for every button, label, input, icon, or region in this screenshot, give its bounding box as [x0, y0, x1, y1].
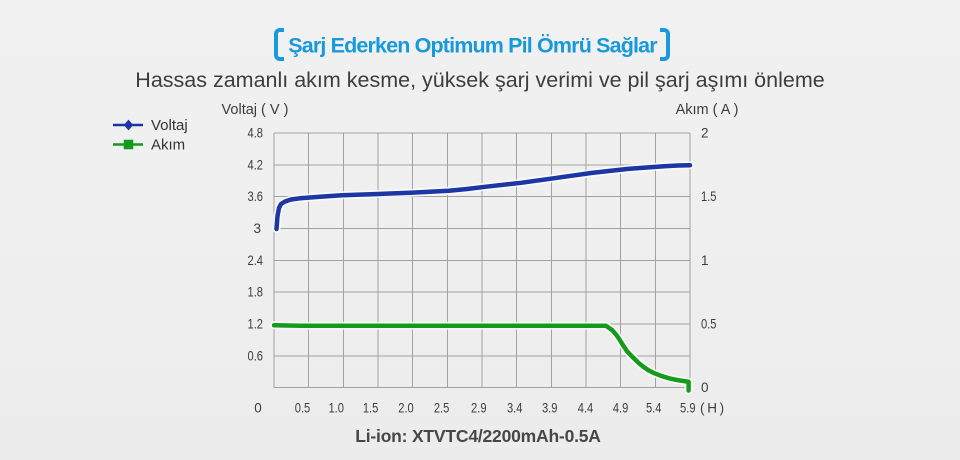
- svg-text:0.5: 0.5: [295, 401, 311, 416]
- svg-text:1.2: 1.2: [248, 317, 264, 332]
- svg-text:1.8: 1.8: [248, 285, 264, 300]
- svg-text:1.5: 1.5: [701, 189, 717, 204]
- svg-text:2: 2: [701, 126, 709, 141]
- svg-text:4.2: 4.2: [248, 157, 264, 172]
- svg-text:0: 0: [701, 380, 709, 395]
- svg-text:3.4: 3.4: [507, 401, 523, 416]
- svg-text:2.4: 2.4: [248, 253, 264, 268]
- svg-text:4.8: 4.8: [248, 126, 264, 141]
- svg-text:1.0: 1.0: [328, 401, 344, 416]
- svg-text:0: 0: [254, 401, 262, 416]
- svg-text:0.5: 0.5: [701, 317, 717, 332]
- svg-text:1: 1: [701, 253, 709, 268]
- svg-text:Voltaj ( V ): Voltaj ( V ): [222, 102, 289, 118]
- svg-text:3.9: 3.9: [542, 401, 558, 416]
- svg-text:4.4: 4.4: [578, 401, 594, 416]
- svg-text:2.9: 2.9: [471, 401, 487, 416]
- svg-text:3.6: 3.6: [248, 189, 264, 204]
- svg-text:3: 3: [253, 221, 261, 236]
- svg-text:2.5: 2.5: [434, 401, 450, 416]
- svg-text:5.4: 5.4: [646, 401, 662, 416]
- svg-text:Akım: Akım: [151, 137, 185, 154]
- svg-text:5.9: 5.9: [680, 401, 696, 416]
- svg-text:Voltaj: Voltaj: [151, 117, 188, 134]
- svg-text:2.0: 2.0: [398, 401, 414, 416]
- svg-text:4.9: 4.9: [613, 401, 629, 416]
- svg-text:1.5: 1.5: [363, 401, 379, 416]
- svg-text:Akım ( A ): Akım ( A ): [676, 102, 739, 118]
- svg-text:0.6: 0.6: [248, 348, 264, 363]
- svg-text:( H ): ( H ): [700, 401, 724, 416]
